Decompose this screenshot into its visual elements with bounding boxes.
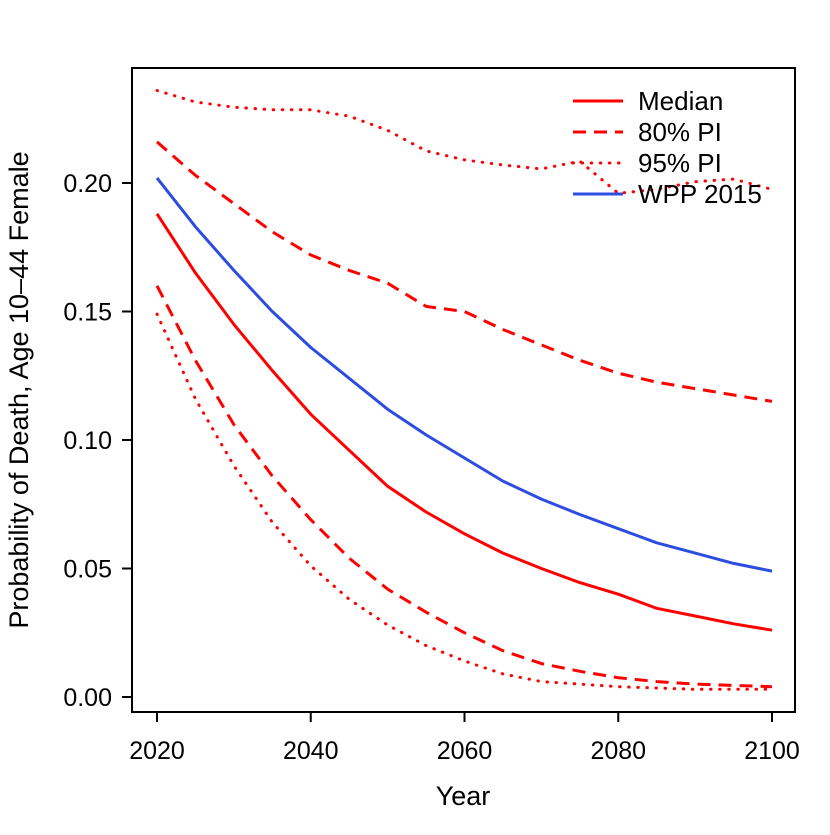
legend-label-pi80: 80% PI bbox=[638, 117, 722, 147]
y-axis-title: Probability of Death, Age 10–44 Female bbox=[4, 151, 34, 628]
x-tick-label: 2080 bbox=[590, 737, 646, 765]
x-tick-label: 2040 bbox=[283, 737, 339, 765]
x-tick-label: 2020 bbox=[129, 737, 185, 765]
y-tick-label: 0.00 bbox=[63, 684, 112, 712]
series-median bbox=[155, 212, 773, 632]
series-pi80-lower bbox=[155, 285, 773, 689]
x-axis-title: Year bbox=[436, 781, 491, 811]
y-tick-label: 0.10 bbox=[63, 427, 112, 455]
y-tick-label: 0.15 bbox=[63, 298, 112, 326]
series-pi80-upper bbox=[156, 140, 773, 403]
x-tick-label: 2060 bbox=[437, 737, 493, 765]
y-tick-label: 0.20 bbox=[63, 170, 112, 198]
y-tick-label: 0.05 bbox=[63, 555, 112, 583]
legend-label-pi95: 95% PI bbox=[638, 148, 722, 178]
legend-label-wpp2015: WPP 2015 bbox=[638, 179, 762, 209]
legend-label-median: Median bbox=[638, 86, 723, 116]
x-tick-label: 2100 bbox=[744, 737, 800, 765]
axes-layer: 2020 2040 2060 2080 2100 0.00 0.05 0.10 0.15 0.20 bbox=[63, 67, 800, 765]
series-wpp2015 bbox=[155, 176, 773, 573]
series-pi95-upper bbox=[155, 89, 774, 195]
series-layer bbox=[155, 89, 774, 691]
